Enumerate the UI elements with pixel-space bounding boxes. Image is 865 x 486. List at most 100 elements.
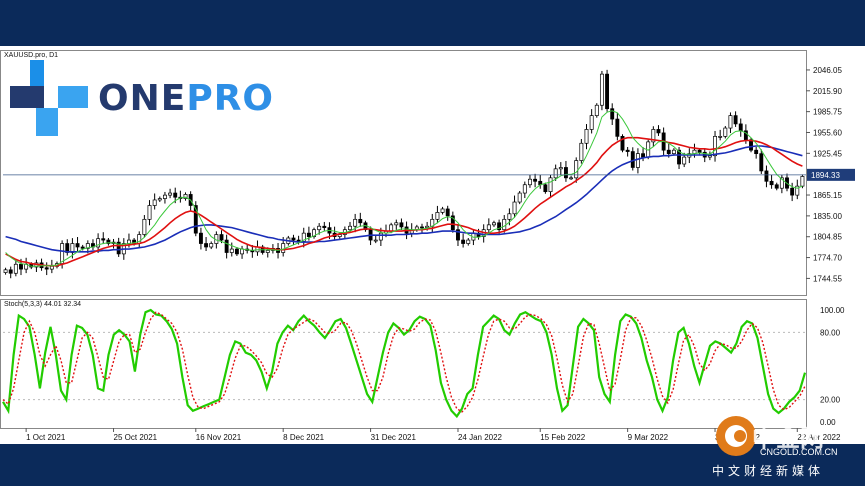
candle-body bbox=[461, 239, 466, 244]
date-tick-label: 16 Nov 2021 bbox=[196, 433, 242, 442]
candle-body bbox=[234, 248, 239, 255]
candle-body bbox=[779, 177, 784, 189]
stoch-tick-label: 20.00 bbox=[820, 396, 841, 405]
candle-body bbox=[764, 170, 769, 182]
ma-fast-line bbox=[5, 110, 803, 267]
stoch-main-line bbox=[2, 308, 807, 419]
candle-body bbox=[697, 149, 702, 153]
candle-body bbox=[456, 229, 460, 241]
candle-body bbox=[44, 267, 49, 270]
candle-body bbox=[348, 225, 352, 231]
candle-body bbox=[420, 226, 424, 229]
date-tick-label: 25 Oct 2021 bbox=[114, 433, 158, 442]
candle-body bbox=[322, 225, 327, 228]
candle-body bbox=[13, 263, 18, 274]
logo-wordmark: ONEPRO bbox=[98, 78, 274, 119]
candle-body bbox=[497, 222, 502, 231]
symbol-label: XAUUSD.pro, D1 bbox=[4, 52, 58, 59]
price-tick-label: 1955.60 bbox=[813, 128, 842, 137]
candle-body bbox=[306, 232, 311, 237]
price-label-text: 1894.33 bbox=[811, 171, 840, 180]
candle-body bbox=[492, 222, 496, 226]
candle-body bbox=[281, 243, 286, 253]
candle-body bbox=[589, 115, 594, 130]
candle-body bbox=[625, 149, 630, 152]
candle-body bbox=[152, 199, 157, 206]
candle-body bbox=[116, 241, 121, 255]
candle-body bbox=[651, 129, 656, 143]
candle-body bbox=[399, 222, 404, 228]
date-tick-label: 31 Dec 2021 bbox=[371, 433, 417, 442]
candle-body bbox=[106, 239, 111, 244]
candle-body bbox=[563, 167, 568, 179]
candle-body bbox=[528, 178, 532, 186]
logo-mark-bar-right bbox=[58, 86, 88, 108]
candle-body bbox=[198, 232, 203, 244]
current-price-line: 1894.33 bbox=[3, 168, 855, 181]
candle-body bbox=[723, 127, 728, 137]
candle-body bbox=[517, 192, 522, 203]
candle-body bbox=[769, 180, 774, 186]
candle-body bbox=[605, 73, 610, 110]
stoch-label: Stoch(5,3,3) 44.01 32.34 bbox=[4, 301, 81, 308]
candle-body bbox=[558, 167, 563, 170]
candle-body bbox=[96, 238, 101, 248]
price-tick-label: 1744.55 bbox=[813, 274, 842, 283]
candle-body bbox=[610, 108, 615, 120]
price-tick-label: 2015.90 bbox=[813, 87, 842, 96]
date-tick-label: 24 Jan 2022 bbox=[458, 433, 503, 442]
candle-body bbox=[312, 229, 316, 237]
candle-body bbox=[8, 269, 13, 274]
logo-pro: PRO bbox=[186, 78, 275, 119]
price-tick-label: 1925.45 bbox=[813, 149, 842, 158]
candle-body bbox=[615, 118, 620, 137]
candle-body bbox=[183, 194, 188, 199]
candle-body bbox=[671, 149, 676, 154]
candle-body bbox=[635, 153, 640, 168]
candle-body bbox=[358, 218, 363, 224]
candle-body bbox=[219, 234, 224, 241]
candle-body bbox=[569, 177, 574, 180]
candle-body bbox=[707, 155, 712, 158]
date-tick-label: 8 Dec 2021 bbox=[283, 433, 324, 442]
candle-body bbox=[713, 136, 717, 157]
candle-body bbox=[728, 115, 733, 129]
candle-body bbox=[486, 224, 491, 231]
candle-body bbox=[574, 160, 579, 179]
candle-body bbox=[553, 168, 558, 179]
cngold-watermark-emblem bbox=[716, 416, 756, 456]
date-tick-label: 15 Feb 2022 bbox=[540, 433, 585, 442]
candle-body bbox=[533, 178, 538, 182]
watermark-text: 中金网 bbox=[752, 424, 824, 452]
price-tick-label: 1985.75 bbox=[813, 108, 842, 117]
candle-body bbox=[3, 269, 8, 273]
candle-body bbox=[450, 215, 455, 231]
candle-body bbox=[641, 153, 646, 158]
logo-one: ONE bbox=[98, 78, 187, 119]
candle-body bbox=[754, 149, 759, 154]
candle-body bbox=[522, 184, 527, 194]
candle-body bbox=[682, 156, 687, 165]
candle-body bbox=[790, 187, 795, 196]
candle-body bbox=[353, 218, 358, 227]
candle-body bbox=[19, 263, 23, 270]
candle-body bbox=[394, 222, 399, 226]
candle-body bbox=[80, 246, 85, 249]
price-tick-label: 1804.85 bbox=[813, 233, 842, 242]
candle-body bbox=[101, 238, 106, 241]
candle-body bbox=[265, 250, 270, 253]
price-tick-label: 1865.15 bbox=[813, 191, 842, 200]
stoch-tick-label: 0.00 bbox=[820, 418, 836, 427]
candle-body bbox=[512, 201, 517, 215]
ma-mid-line bbox=[5, 136, 803, 267]
stoch-panel-border bbox=[0, 299, 807, 429]
candle-body bbox=[157, 198, 162, 201]
candle-body bbox=[733, 115, 738, 125]
candle-body bbox=[147, 205, 152, 220]
date-tick-label: 22 Apr 2022 bbox=[797, 433, 841, 442]
candle-body bbox=[543, 184, 548, 193]
price-tick-label: 2046.05 bbox=[813, 66, 842, 75]
candle-body bbox=[49, 265, 54, 270]
stoch-signal-line bbox=[2, 311, 806, 413]
logo-mark-bar-bottom bbox=[36, 108, 58, 136]
